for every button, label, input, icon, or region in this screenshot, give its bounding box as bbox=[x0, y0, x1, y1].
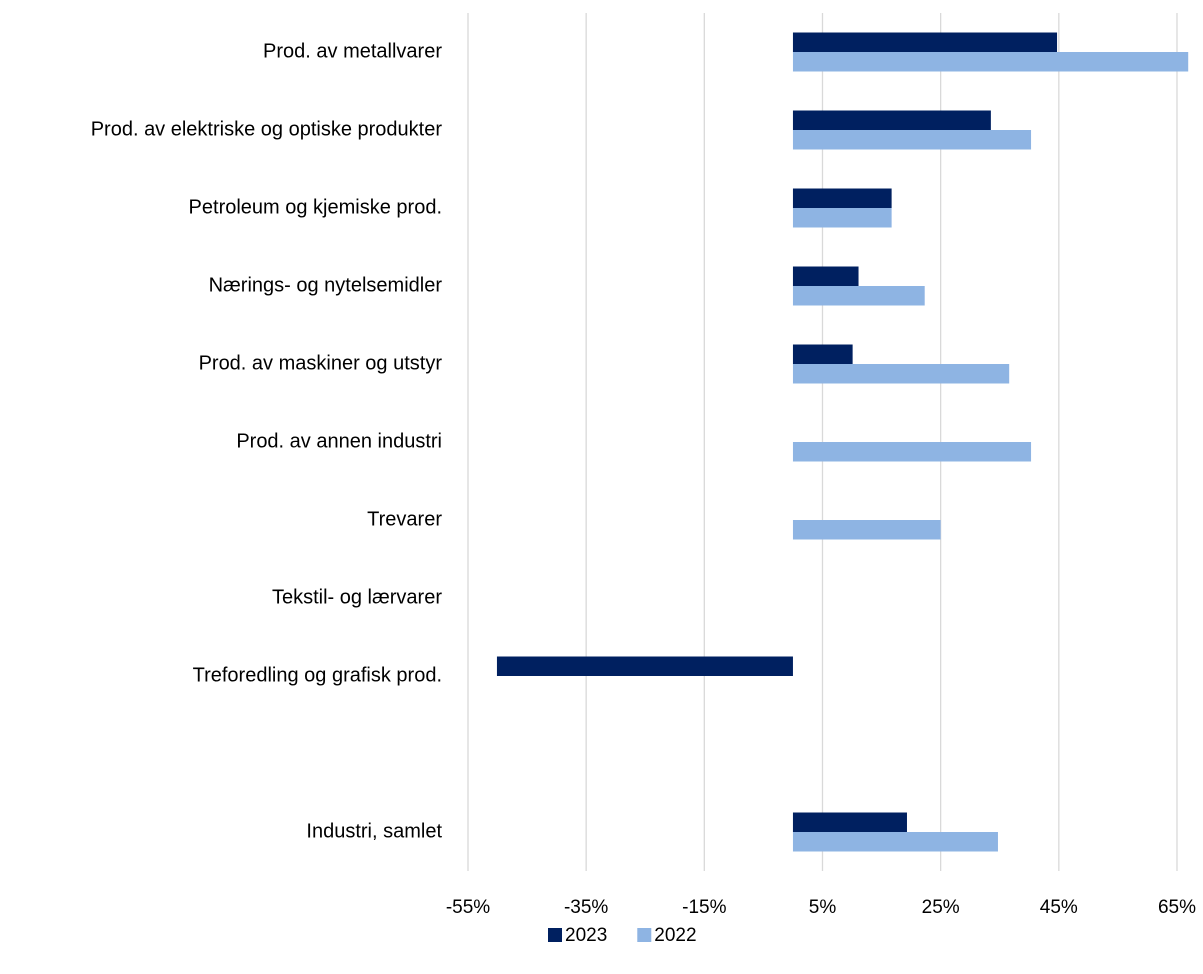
y-tick-label: Petroleum og kjemiske prod. bbox=[189, 196, 442, 218]
y-tick-label: Tekstil- og lærvarer bbox=[272, 586, 442, 608]
bar bbox=[792, 520, 941, 540]
legend-swatch bbox=[548, 928, 562, 942]
y-tick-label: Treforedling og grafisk prod. bbox=[193, 664, 442, 686]
bar bbox=[792, 832, 998, 852]
bar bbox=[792, 208, 892, 228]
bar bbox=[792, 344, 853, 364]
bar bbox=[792, 286, 925, 306]
legend-label: 2023 bbox=[565, 925, 607, 946]
y-tick-label: Prod. av annen industri bbox=[236, 430, 442, 452]
y-tick-label: Industri, samlet bbox=[306, 820, 442, 842]
y-tick-label: Trevarer bbox=[367, 508, 442, 530]
x-tick-label: -35% bbox=[564, 897, 608, 918]
bar bbox=[792, 442, 1032, 462]
bar bbox=[792, 32, 1058, 52]
x-tick-label: -55% bbox=[446, 897, 490, 918]
y-tick-label: Prod. av maskiner og utstyr bbox=[199, 352, 443, 374]
legend-swatch bbox=[637, 928, 652, 942]
bar bbox=[792, 812, 907, 832]
x-tick-label: 25% bbox=[922, 897, 960, 918]
bar bbox=[792, 266, 859, 286]
x-tick-label: 45% bbox=[1040, 897, 1078, 918]
bar bbox=[792, 110, 991, 130]
legend-label: 2022 bbox=[654, 925, 696, 946]
bar bbox=[792, 188, 892, 208]
bar bbox=[496, 656, 793, 676]
x-tick-label: -15% bbox=[682, 897, 726, 918]
x-tick-label: 65% bbox=[1158, 897, 1196, 918]
y-tick-label: Prod. av elektriske og optiske produkter bbox=[91, 118, 443, 140]
y-tick-label: Prod. av metallvarer bbox=[263, 40, 442, 62]
bar bbox=[792, 364, 1010, 384]
bar bbox=[792, 130, 1032, 150]
y-tick-label: Nærings- og nytelsemidler bbox=[209, 274, 443, 296]
x-tick-label: 5% bbox=[809, 897, 837, 918]
bar bbox=[792, 52, 1189, 72]
